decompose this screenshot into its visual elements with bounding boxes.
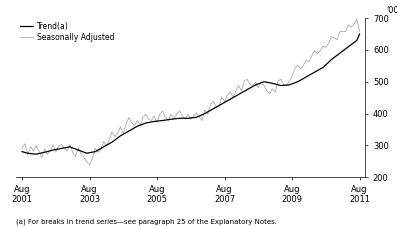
Text: '000: '000 <box>386 6 397 15</box>
Text: (a) For breaks in trend series—see paragraph 25 of the Explanatory Notes.: (a) For breaks in trend series—see parag… <box>16 218 277 225</box>
Legend: Trend(a), Seasonally Adjusted: Trend(a), Seasonally Adjusted <box>20 22 114 42</box>
